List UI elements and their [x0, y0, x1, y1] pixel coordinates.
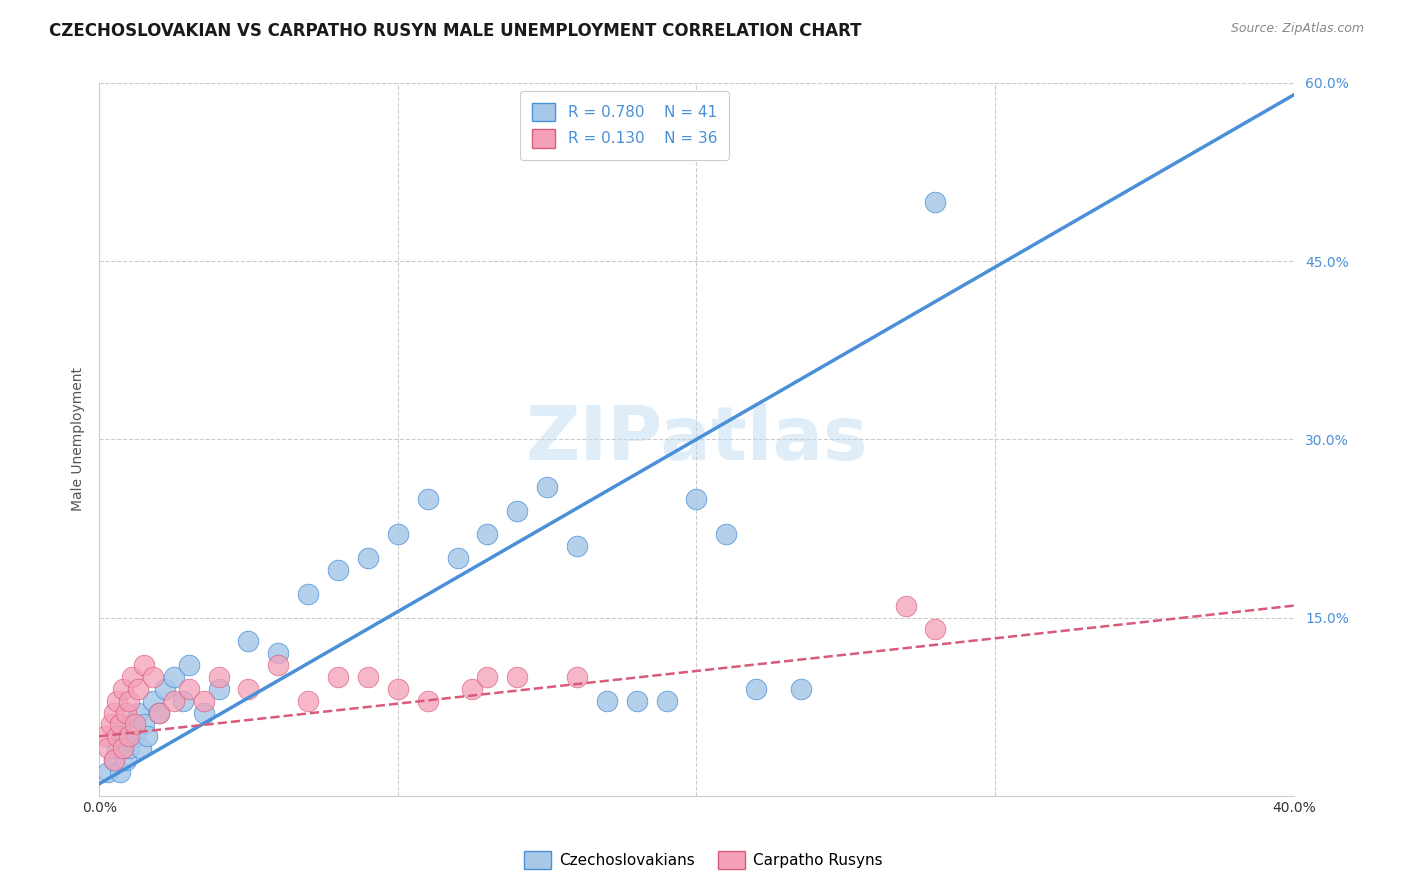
Point — [97, 741, 120, 756]
Point — [207, 681, 229, 696]
Point — [238, 634, 260, 648]
Point — [477, 670, 499, 684]
Point — [326, 670, 349, 684]
Point — [267, 658, 290, 673]
Point — [111, 681, 134, 696]
Point — [115, 706, 138, 720]
Point — [103, 753, 125, 767]
Point — [924, 194, 946, 209]
Point — [326, 563, 349, 577]
Point — [626, 693, 648, 707]
Y-axis label: Male Unemployment: Male Unemployment — [72, 368, 86, 511]
Point — [387, 681, 409, 696]
Point — [121, 670, 143, 684]
Point — [124, 717, 146, 731]
Point — [103, 753, 125, 767]
Point — [565, 670, 588, 684]
Point — [135, 729, 157, 743]
Point — [655, 693, 678, 707]
Legend: Czechoslovakians, Carpatho Rusyns: Czechoslovakians, Carpatho Rusyns — [517, 845, 889, 875]
Point — [446, 551, 468, 566]
Point — [193, 693, 215, 707]
Point — [506, 503, 529, 517]
Point — [100, 717, 122, 731]
Point — [142, 670, 165, 684]
Point — [461, 681, 484, 696]
Point — [416, 491, 439, 506]
Point — [387, 527, 409, 541]
Point — [238, 681, 260, 696]
Point — [118, 693, 141, 707]
Point — [924, 623, 946, 637]
Point — [132, 717, 155, 731]
Point — [108, 717, 131, 731]
Point — [118, 741, 141, 756]
Point — [297, 587, 319, 601]
Point — [148, 706, 170, 720]
Point — [108, 764, 131, 779]
Text: Source: ZipAtlas.com: Source: ZipAtlas.com — [1230, 22, 1364, 36]
Point — [207, 670, 229, 684]
Point — [745, 681, 768, 696]
Point — [105, 729, 128, 743]
Text: CZECHOSLOVAKIAN VS CARPATHO RUSYN MALE UNEMPLOYMENT CORRELATION CHART: CZECHOSLOVAKIAN VS CARPATHO RUSYN MALE U… — [49, 22, 862, 40]
Point — [111, 741, 134, 756]
Point — [153, 681, 176, 696]
Point — [790, 681, 813, 696]
Point — [716, 527, 738, 541]
Point — [416, 693, 439, 707]
Point — [177, 658, 200, 673]
Point — [506, 670, 529, 684]
Point — [105, 741, 128, 756]
Point — [685, 491, 707, 506]
Point — [148, 706, 170, 720]
Point — [177, 681, 200, 696]
Point — [193, 706, 215, 720]
Point — [297, 693, 319, 707]
Point — [894, 599, 917, 613]
Point — [142, 693, 165, 707]
Point — [105, 693, 128, 707]
Point — [129, 741, 152, 756]
Point — [172, 693, 194, 707]
Point — [97, 764, 120, 779]
Text: ZIPatlas: ZIPatlas — [526, 403, 868, 475]
Point — [103, 706, 125, 720]
Point — [536, 480, 558, 494]
Point — [357, 551, 380, 566]
Point — [163, 693, 186, 707]
Point — [111, 729, 134, 743]
Point — [357, 670, 380, 684]
Point — [124, 729, 146, 743]
Point — [565, 539, 588, 553]
Point — [121, 717, 143, 731]
Point — [94, 729, 117, 743]
Point — [477, 527, 499, 541]
Legend: R = 0.780    N = 41, R = 0.130    N = 36: R = 0.780 N = 41, R = 0.130 N = 36 — [520, 91, 730, 160]
Point — [267, 646, 290, 660]
Point — [127, 706, 149, 720]
Point — [118, 729, 141, 743]
Point — [596, 693, 619, 707]
Point — [163, 670, 186, 684]
Point — [127, 681, 149, 696]
Point — [115, 753, 138, 767]
Point — [132, 658, 155, 673]
